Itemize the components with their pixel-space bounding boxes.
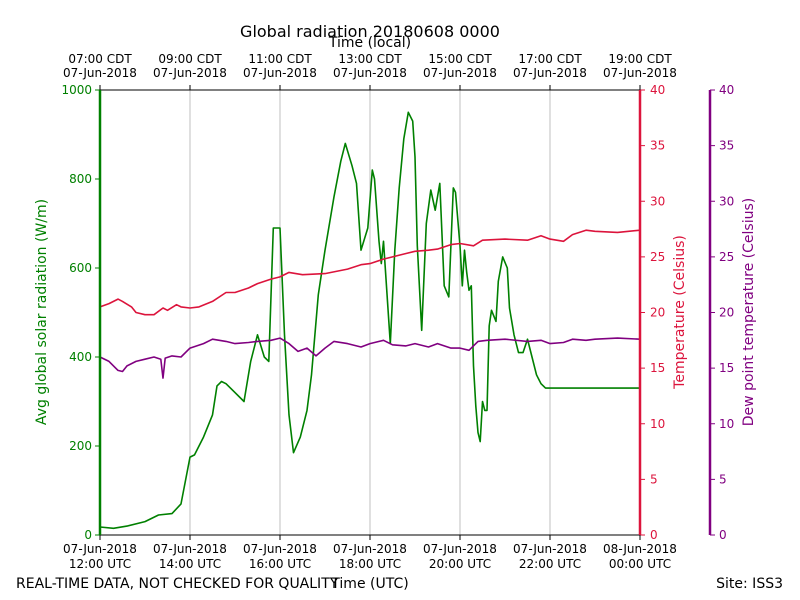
y-right-tick-label: 30 [650, 194, 665, 208]
y-outer-tick-label: 0 [719, 528, 727, 542]
x-top-tick-date: 07-Jun-2018 [153, 66, 227, 80]
y-right-tick-label: 5 [650, 472, 658, 486]
x-top-tick-date: 07-Jun-2018 [513, 66, 587, 80]
x-top-tick-date: 07-Jun-2018 [423, 66, 497, 80]
series-line-dewpoint [99, 337, 641, 379]
x-top-tick-time: 15:00 CDT [428, 52, 492, 66]
axes [95, 85, 715, 540]
x-bottom-tick-time: 18:00 UTC [339, 557, 401, 571]
chart-title: Global radiation 20180608 0000 [240, 22, 500, 41]
y-right-tick-label: 15 [650, 361, 665, 375]
x-bottom-tick-time: 12:00 UTC [69, 557, 131, 571]
x-top-tick-time: 17:00 CDT [518, 52, 582, 66]
y-right-tick-label: 10 [650, 417, 665, 431]
site-label: Site: ISS3 [716, 576, 783, 592]
y-left-tick-label: 1000 [61, 83, 92, 97]
y-axis-left-title: Avg global solar radiation (W/m) [34, 199, 50, 425]
y-right-tick-label: 25 [650, 250, 665, 264]
x-bottom-tick-time: 00:00 UTC [609, 557, 671, 571]
y-outer-tick-label: 35 [719, 139, 734, 153]
x-bottom-tick-date: 07-Jun-2018 [243, 542, 317, 556]
x-axis-title: Time (UTC) [330, 576, 408, 592]
y-outer-tick-label: 25 [719, 250, 734, 264]
y-axis-outer-title: Dew point temperature (Celsius) [741, 198, 757, 426]
series-layer [99, 111, 641, 530]
x-top-tick-date: 07-Jun-2018 [333, 66, 407, 80]
x-top-tick-date: 07-Jun-2018 [243, 66, 317, 80]
x-top-tick-date: 07-Jun-2018 [603, 66, 677, 80]
y-axis-right-title: Temperature (Celsius) [672, 235, 688, 390]
x-top-tick-time: 19:00 CDT [608, 52, 672, 66]
y-left-tick-label: 600 [69, 261, 92, 275]
y-left-tick-label: 200 [69, 439, 92, 453]
x-bottom-tick-date: 08-Jun-2018 [603, 542, 677, 556]
x-bottom-tick-date: 07-Jun-2018 [63, 542, 137, 556]
top-axis-title: Time (local) [328, 35, 411, 51]
x-top-tick-time: 09:00 CDT [158, 52, 222, 66]
x-bottom-tick-time: 16:00 UTC [249, 557, 311, 571]
y-left-tick-label: 0 [84, 528, 92, 542]
y-outer-tick-label: 5 [719, 472, 727, 486]
y-outer-tick-label: 15 [719, 361, 734, 375]
x-top-tick-date: 07-Jun-2018 [63, 66, 137, 80]
x-top-tick-time: 11:00 CDT [248, 52, 312, 66]
y-right-tick-label: 40 [650, 83, 665, 97]
x-top-tick-time: 13:00 CDT [338, 52, 402, 66]
y-right-tick-label: 20 [650, 306, 665, 320]
x-bottom-tick-time: 14:00 UTC [159, 557, 221, 571]
quality-disclaimer: REAL-TIME DATA, NOT CHECKED FOR QUALITY [16, 576, 339, 592]
x-top-tick-time: 07:00 CDT [68, 52, 132, 66]
series-line-radiation [99, 111, 640, 530]
series-line-temperature [99, 229, 641, 316]
y-outer-tick-label: 20 [719, 306, 734, 320]
y-outer-tick-label: 30 [719, 194, 734, 208]
y-outer-tick-label: 10 [719, 417, 734, 431]
x-bottom-tick-date: 07-Jun-2018 [423, 542, 497, 556]
x-bottom-tick-date: 07-Jun-2018 [333, 542, 407, 556]
y-right-tick-label: 0 [650, 528, 658, 542]
x-bottom-tick-date: 07-Jun-2018 [513, 542, 587, 556]
x-bottom-tick-time: 22:00 UTC [519, 557, 581, 571]
y-outer-tick-label: 40 [719, 83, 734, 97]
x-bottom-tick-time: 20:00 UTC [429, 557, 491, 571]
y-left-tick-label: 800 [69, 172, 92, 186]
x-bottom-tick-date: 07-Jun-2018 [153, 542, 227, 556]
labels: Global radiation 20180608 0000 Time (loc… [16, 22, 783, 592]
y-left-tick-label: 400 [69, 350, 92, 364]
y-right-tick-label: 35 [650, 139, 665, 153]
